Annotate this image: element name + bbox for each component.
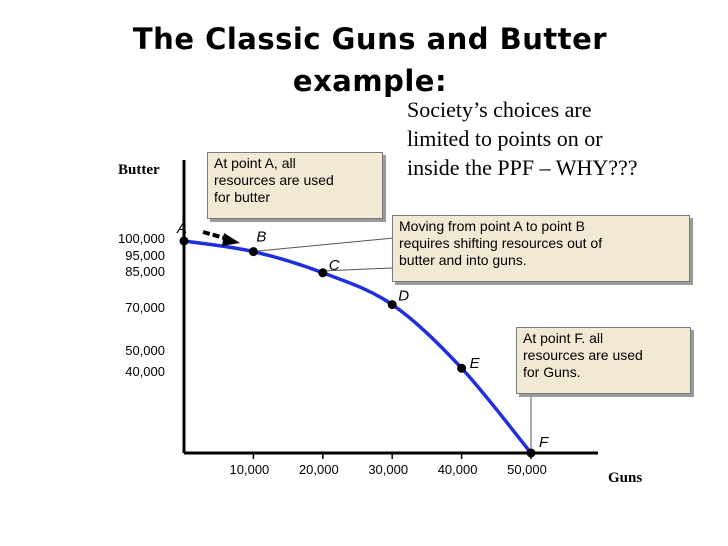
ppf-points: A B C D E F: [176, 220, 549, 458]
callout-leaders: [257, 237, 532, 450]
callout-point-f-line-1: At point F. all: [523, 330, 604, 346]
subtitle-line-2: limited to points on or: [407, 126, 603, 151]
point-e-marker: [457, 363, 467, 373]
point-c-marker: [318, 268, 328, 278]
x-axis-label: Guns: [608, 470, 642, 486]
x-tick-label-2: 30,000: [368, 462, 408, 477]
y-tick-label-1: 95,000: [125, 248, 165, 263]
y-tick-label-2: 85,000: [125, 264, 165, 279]
leader-line-c: [321, 267, 393, 272]
movement-arrow: [202, 230, 240, 246]
point-e-label: E: [470, 355, 481, 372]
point-d-label: D: [398, 288, 409, 305]
y-tick-label-4: 50,000: [125, 343, 165, 358]
point-f-label: F: [539, 434, 549, 451]
point-f-marker: [526, 448, 536, 458]
subtitle-line-1: Society’s choices are: [407, 97, 592, 122]
y-tick-label-3: 70,000: [125, 300, 165, 315]
point-d-marker: [387, 300, 397, 310]
callout-move-a-b-line-3: butter and into guns.: [399, 252, 527, 268]
point-a-marker: [179, 236, 189, 246]
y-tick-label-0: 100,000: [118, 231, 165, 246]
chart-axes: Butter Guns: [118, 160, 642, 486]
point-b-marker: [248, 247, 258, 257]
title-line-1: The Classic Guns and Butter: [132, 22, 608, 56]
point-b-label: B: [256, 229, 266, 246]
y-axis-label: Butter: [118, 162, 160, 178]
callout-point-f: At point F. all resources are used for G…: [516, 327, 691, 394]
callout-point-a-line-3: for butter: [214, 189, 271, 205]
slide-title: The Classic Guns and Butter example:: [100, 18, 640, 102]
callout-point-a-line-2: resources are used: [214, 172, 334, 188]
point-c-label: C: [329, 257, 340, 274]
callout-point-f-line-3: for Guns.: [523, 364, 581, 380]
arrow-head: [222, 233, 240, 246]
x-tick-label-4: 50,000: [507, 462, 547, 477]
callout-move-a-b-line-2: requires shifting resources out of: [399, 235, 603, 251]
leader-line-move-a-b: [257, 237, 395, 252]
callout-move-a-b-line-1: Moving from point A to point B: [399, 218, 585, 234]
callout-point-f-line-2: resources are used: [523, 347, 643, 363]
callout-move-a-b: Moving from point A to point B requires …: [392, 215, 690, 282]
y-tick-label-5: 40,000: [125, 364, 165, 379]
x-tick-label-1: 20,000: [299, 462, 339, 477]
subtitle-line-3: inside the PPF – WHY???: [407, 155, 638, 180]
point-a-label: A: [176, 220, 187, 237]
callout-point-a: At point A, all resources are used for b…: [207, 152, 383, 219]
x-tick-label-3: 40,000: [438, 462, 478, 477]
callout-point-a-line-1: At point A, all: [214, 155, 296, 171]
x-tick-label-0: 10,000: [230, 462, 270, 477]
ppf-question-text: Society’s choices are limited to points …: [407, 95, 727, 182]
title-line-2: example:: [292, 64, 448, 98]
chart-ticks: 10,000 20,000 30,000 40,000 50,000 100,000 95,…: [118, 231, 547, 477]
